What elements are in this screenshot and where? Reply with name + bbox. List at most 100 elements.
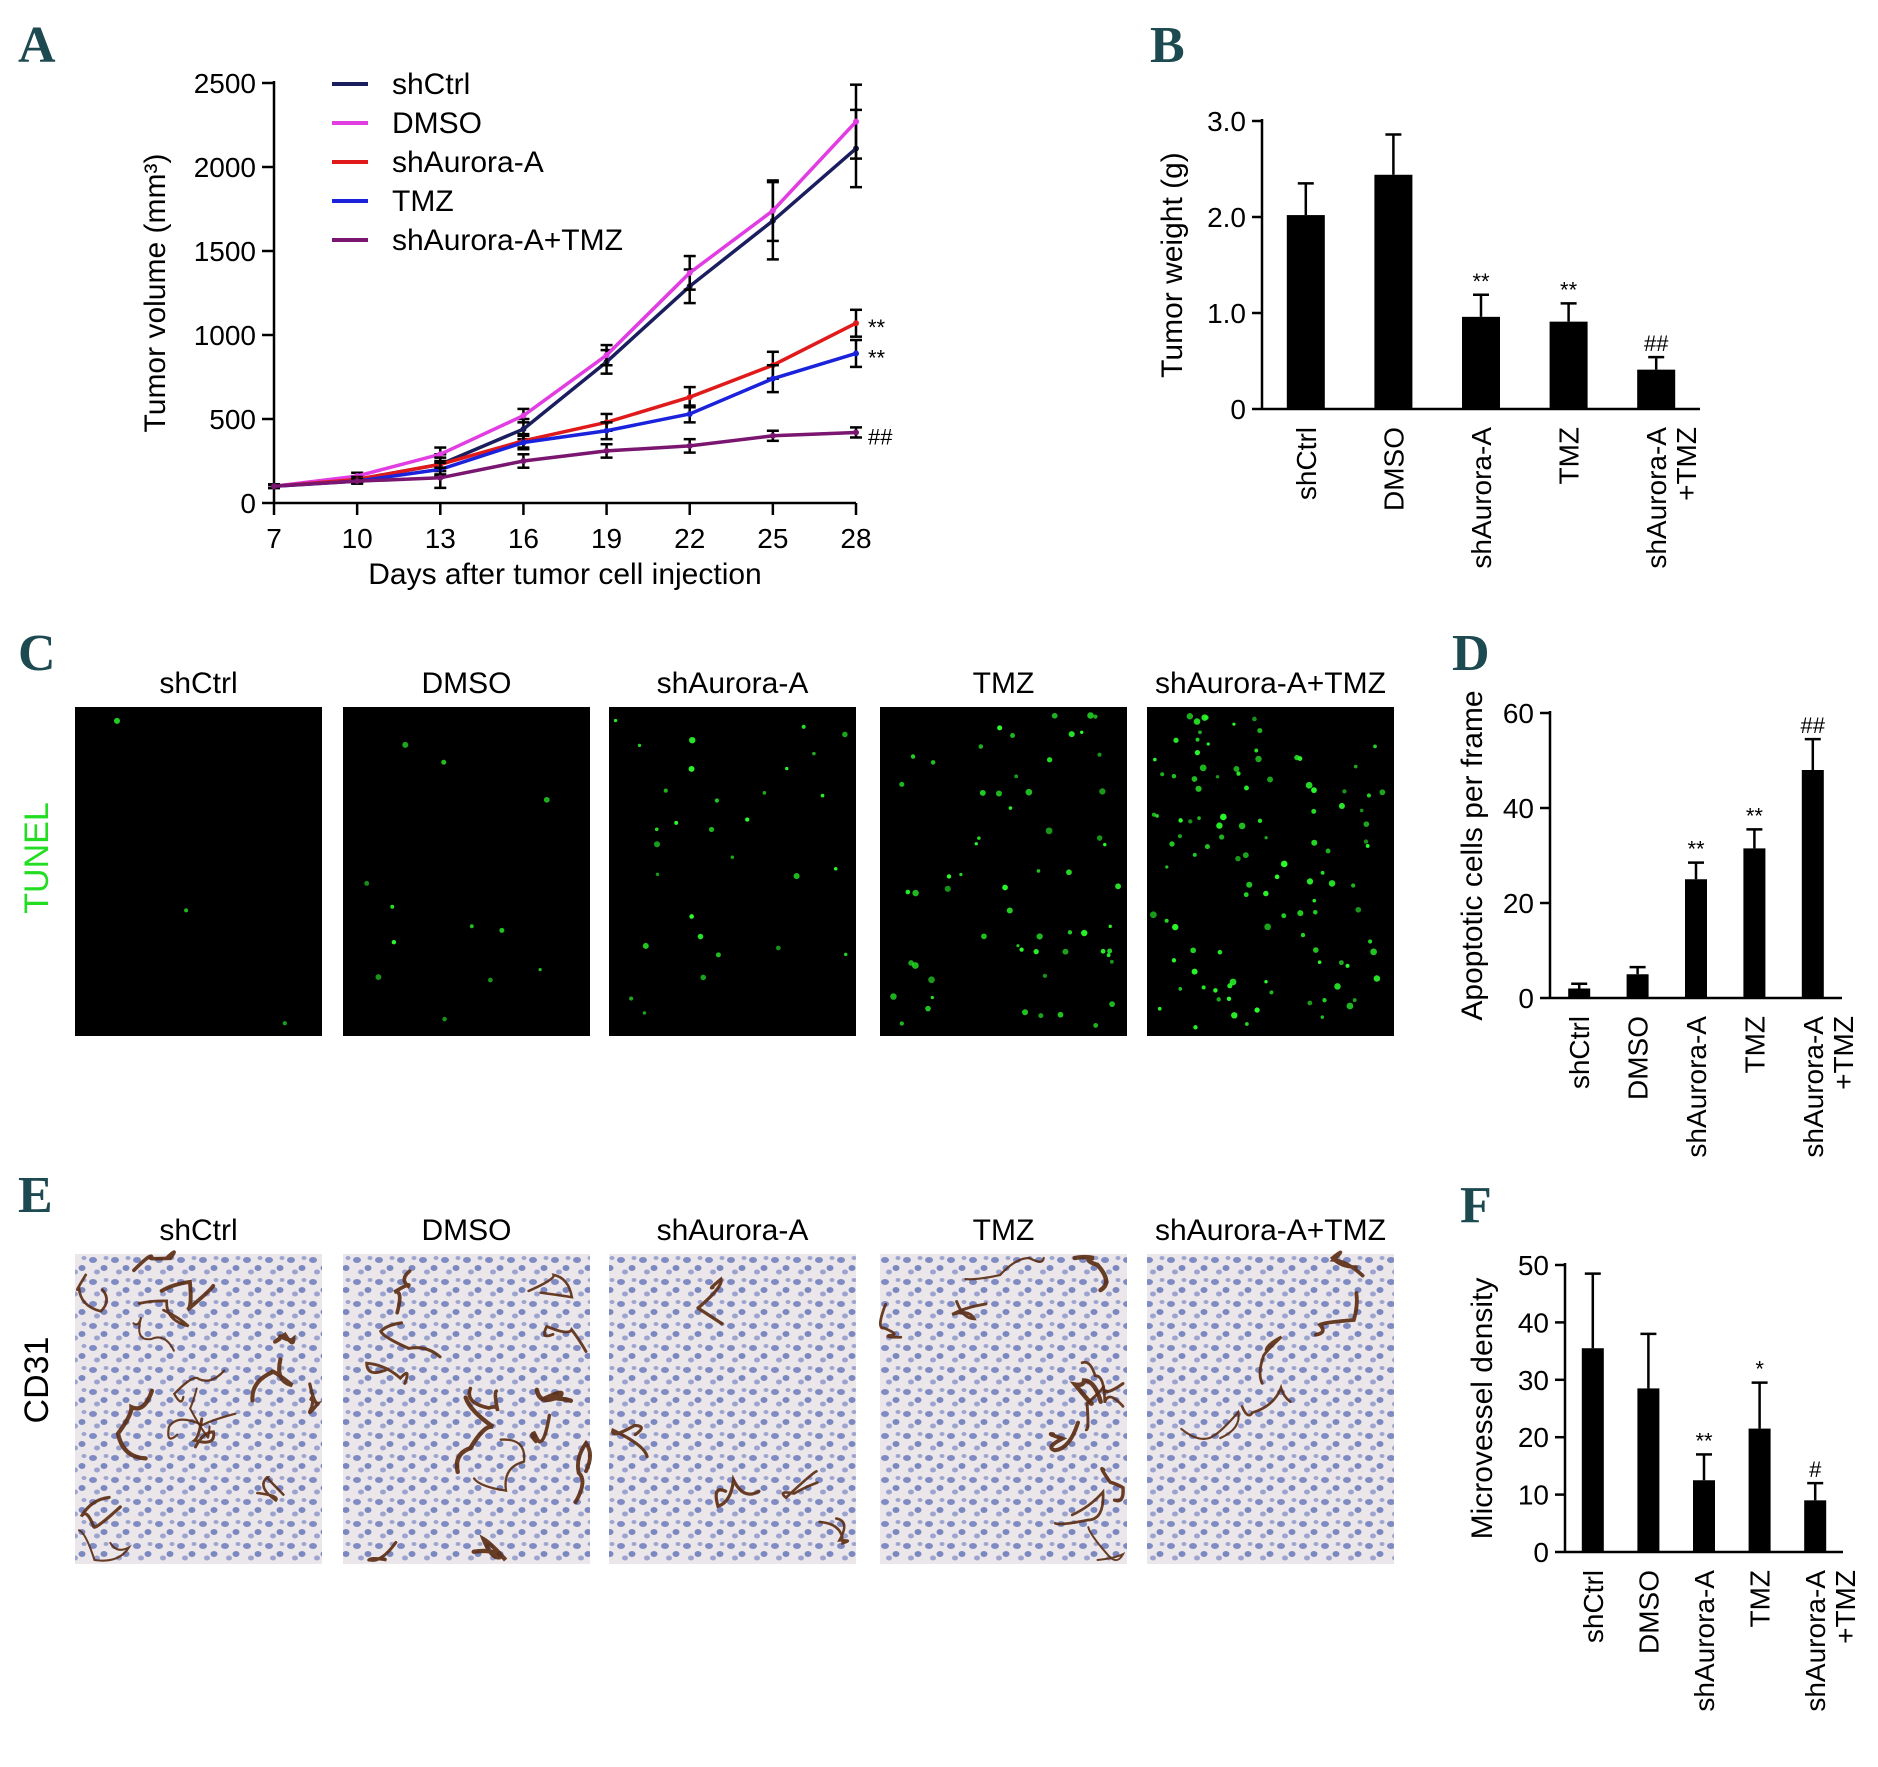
tunel-spot xyxy=(697,933,704,940)
y-tick-label: 2500 xyxy=(194,68,256,99)
y-tick-label: 0 xyxy=(1230,394,1246,425)
x-tick-label: 19 xyxy=(591,523,622,554)
tunel-spot xyxy=(1267,776,1274,783)
line-chart-a: 0 500 1000 1500 2000 2500 7 10 13 16 19 22 25 28 Days … xyxy=(139,68,893,591)
tunel-spot xyxy=(1263,890,1269,897)
tunel-spot xyxy=(1204,844,1210,850)
tunel-spot xyxy=(944,885,951,892)
legend-label: shAurora-A+TMZ xyxy=(392,224,623,257)
tunel-spot xyxy=(910,754,916,759)
cd31-vessel xyxy=(159,1279,216,1312)
category-label: shAurora-A+TMZ xyxy=(1798,1016,1859,1158)
tunel-spot xyxy=(1097,752,1102,757)
tunel-spot xyxy=(1325,848,1331,854)
tunel-spot xyxy=(1194,749,1201,756)
bar xyxy=(1286,215,1325,409)
tunel-spot xyxy=(1373,744,1377,749)
tunel-spot xyxy=(1257,728,1263,734)
x-tick-label: 22 xyxy=(674,523,705,554)
tunel-spot xyxy=(1238,822,1246,830)
tunel-spot xyxy=(629,996,634,1001)
cd31-image xyxy=(1147,1254,1394,1564)
tunel-spot xyxy=(1328,880,1336,887)
tunel-spot xyxy=(653,841,661,848)
y-tick-label: 0 xyxy=(1518,983,1534,1014)
tunel-image xyxy=(75,707,322,1036)
tunel-spot xyxy=(1164,918,1169,923)
bar xyxy=(1549,321,1588,409)
cd31-vessel xyxy=(365,1361,409,1385)
cd31-image xyxy=(609,1254,856,1564)
cd31-vessel xyxy=(1053,1488,1105,1526)
bar-chart-b: 0 1.0 2.0 3.0 Tumor weight (g) shCtrl DMSO ** sh… xyxy=(1156,106,1702,569)
tunel-spot xyxy=(1264,980,1268,984)
tunel-spot xyxy=(1216,997,1221,1002)
tunel-spot xyxy=(1108,924,1112,929)
data-point xyxy=(686,269,693,276)
tunel-image-label: shAurora-A xyxy=(657,667,809,700)
data-point xyxy=(686,394,693,401)
tunel-spot xyxy=(1046,757,1053,763)
data-point xyxy=(853,350,859,357)
tunel-spot xyxy=(1232,722,1236,726)
tunel-spot xyxy=(642,1011,647,1015)
tunel-spot xyxy=(1038,1013,1044,1019)
panel-letter-d: D xyxy=(1452,625,1490,682)
category-label-line: shCtrl xyxy=(1291,427,1322,500)
tunel-spot xyxy=(908,960,914,966)
tunel-spot xyxy=(1338,960,1344,966)
bar xyxy=(1568,988,1591,998)
x-tick-label: 28 xyxy=(840,523,871,554)
category-label: shAurora-A+TMZ xyxy=(1800,1570,1861,1712)
y-tick-label: 20 xyxy=(1518,1422,1549,1453)
tunel-spot xyxy=(890,993,897,1000)
y-tick-label: 1500 xyxy=(194,236,256,267)
tunel-spot xyxy=(441,759,447,765)
tunel-spot xyxy=(1036,933,1043,940)
cd31-vessel xyxy=(378,1321,442,1359)
data-point xyxy=(437,451,444,458)
bar xyxy=(1637,369,1676,409)
significance-label: ** xyxy=(1472,269,1490,294)
significance-label: ## xyxy=(1801,713,1826,738)
cd31-vessel xyxy=(530,1413,552,1444)
cd31-vessel xyxy=(878,1302,903,1339)
tunel-spot xyxy=(1264,836,1268,840)
tunel-spot xyxy=(184,908,189,913)
bar xyxy=(1748,1428,1771,1552)
significance-label: ** xyxy=(1560,277,1578,302)
category-label-line: shAurora-A xyxy=(1800,1570,1831,1712)
category-label: shCtrl xyxy=(1564,1016,1595,1089)
category-label-line: +TMZ xyxy=(1671,427,1702,501)
tunel-spot xyxy=(1307,1000,1313,1006)
tunel-spot xyxy=(1157,1006,1162,1011)
bar xyxy=(1743,848,1766,998)
tunel-spot xyxy=(1320,870,1325,875)
panel-letter-a: A xyxy=(18,17,56,74)
tunel-spot xyxy=(543,796,550,803)
cd31-vessel xyxy=(454,1395,495,1475)
tunel-spot xyxy=(1193,718,1201,725)
tunel-spot xyxy=(1231,1012,1238,1019)
bar xyxy=(1626,974,1649,998)
cd31-image-label: DMSO xyxy=(422,1214,512,1247)
tunel-spot xyxy=(1010,733,1015,738)
category-label-line: shAurora-A xyxy=(1681,1016,1712,1158)
tunel-spot xyxy=(1171,773,1177,779)
data-point xyxy=(686,410,693,417)
cd31-vessel xyxy=(307,1382,323,1414)
tunel-spot xyxy=(1229,978,1237,986)
tunel-spot xyxy=(487,977,493,983)
tunel-spot xyxy=(1169,841,1175,847)
tunel-spot xyxy=(1252,716,1257,722)
tunel-spot xyxy=(1195,737,1200,742)
category-label-line: TMZ xyxy=(1739,1016,1770,1074)
cd31-vessel xyxy=(172,1369,226,1403)
tunel-spot xyxy=(1062,948,1069,955)
tunel-spot xyxy=(762,791,767,795)
significance-label: ## xyxy=(1644,331,1669,356)
cd31-vessel xyxy=(471,1534,508,1562)
data-point xyxy=(769,207,776,214)
data-point xyxy=(520,458,527,464)
cd31-vessel xyxy=(115,1388,155,1461)
